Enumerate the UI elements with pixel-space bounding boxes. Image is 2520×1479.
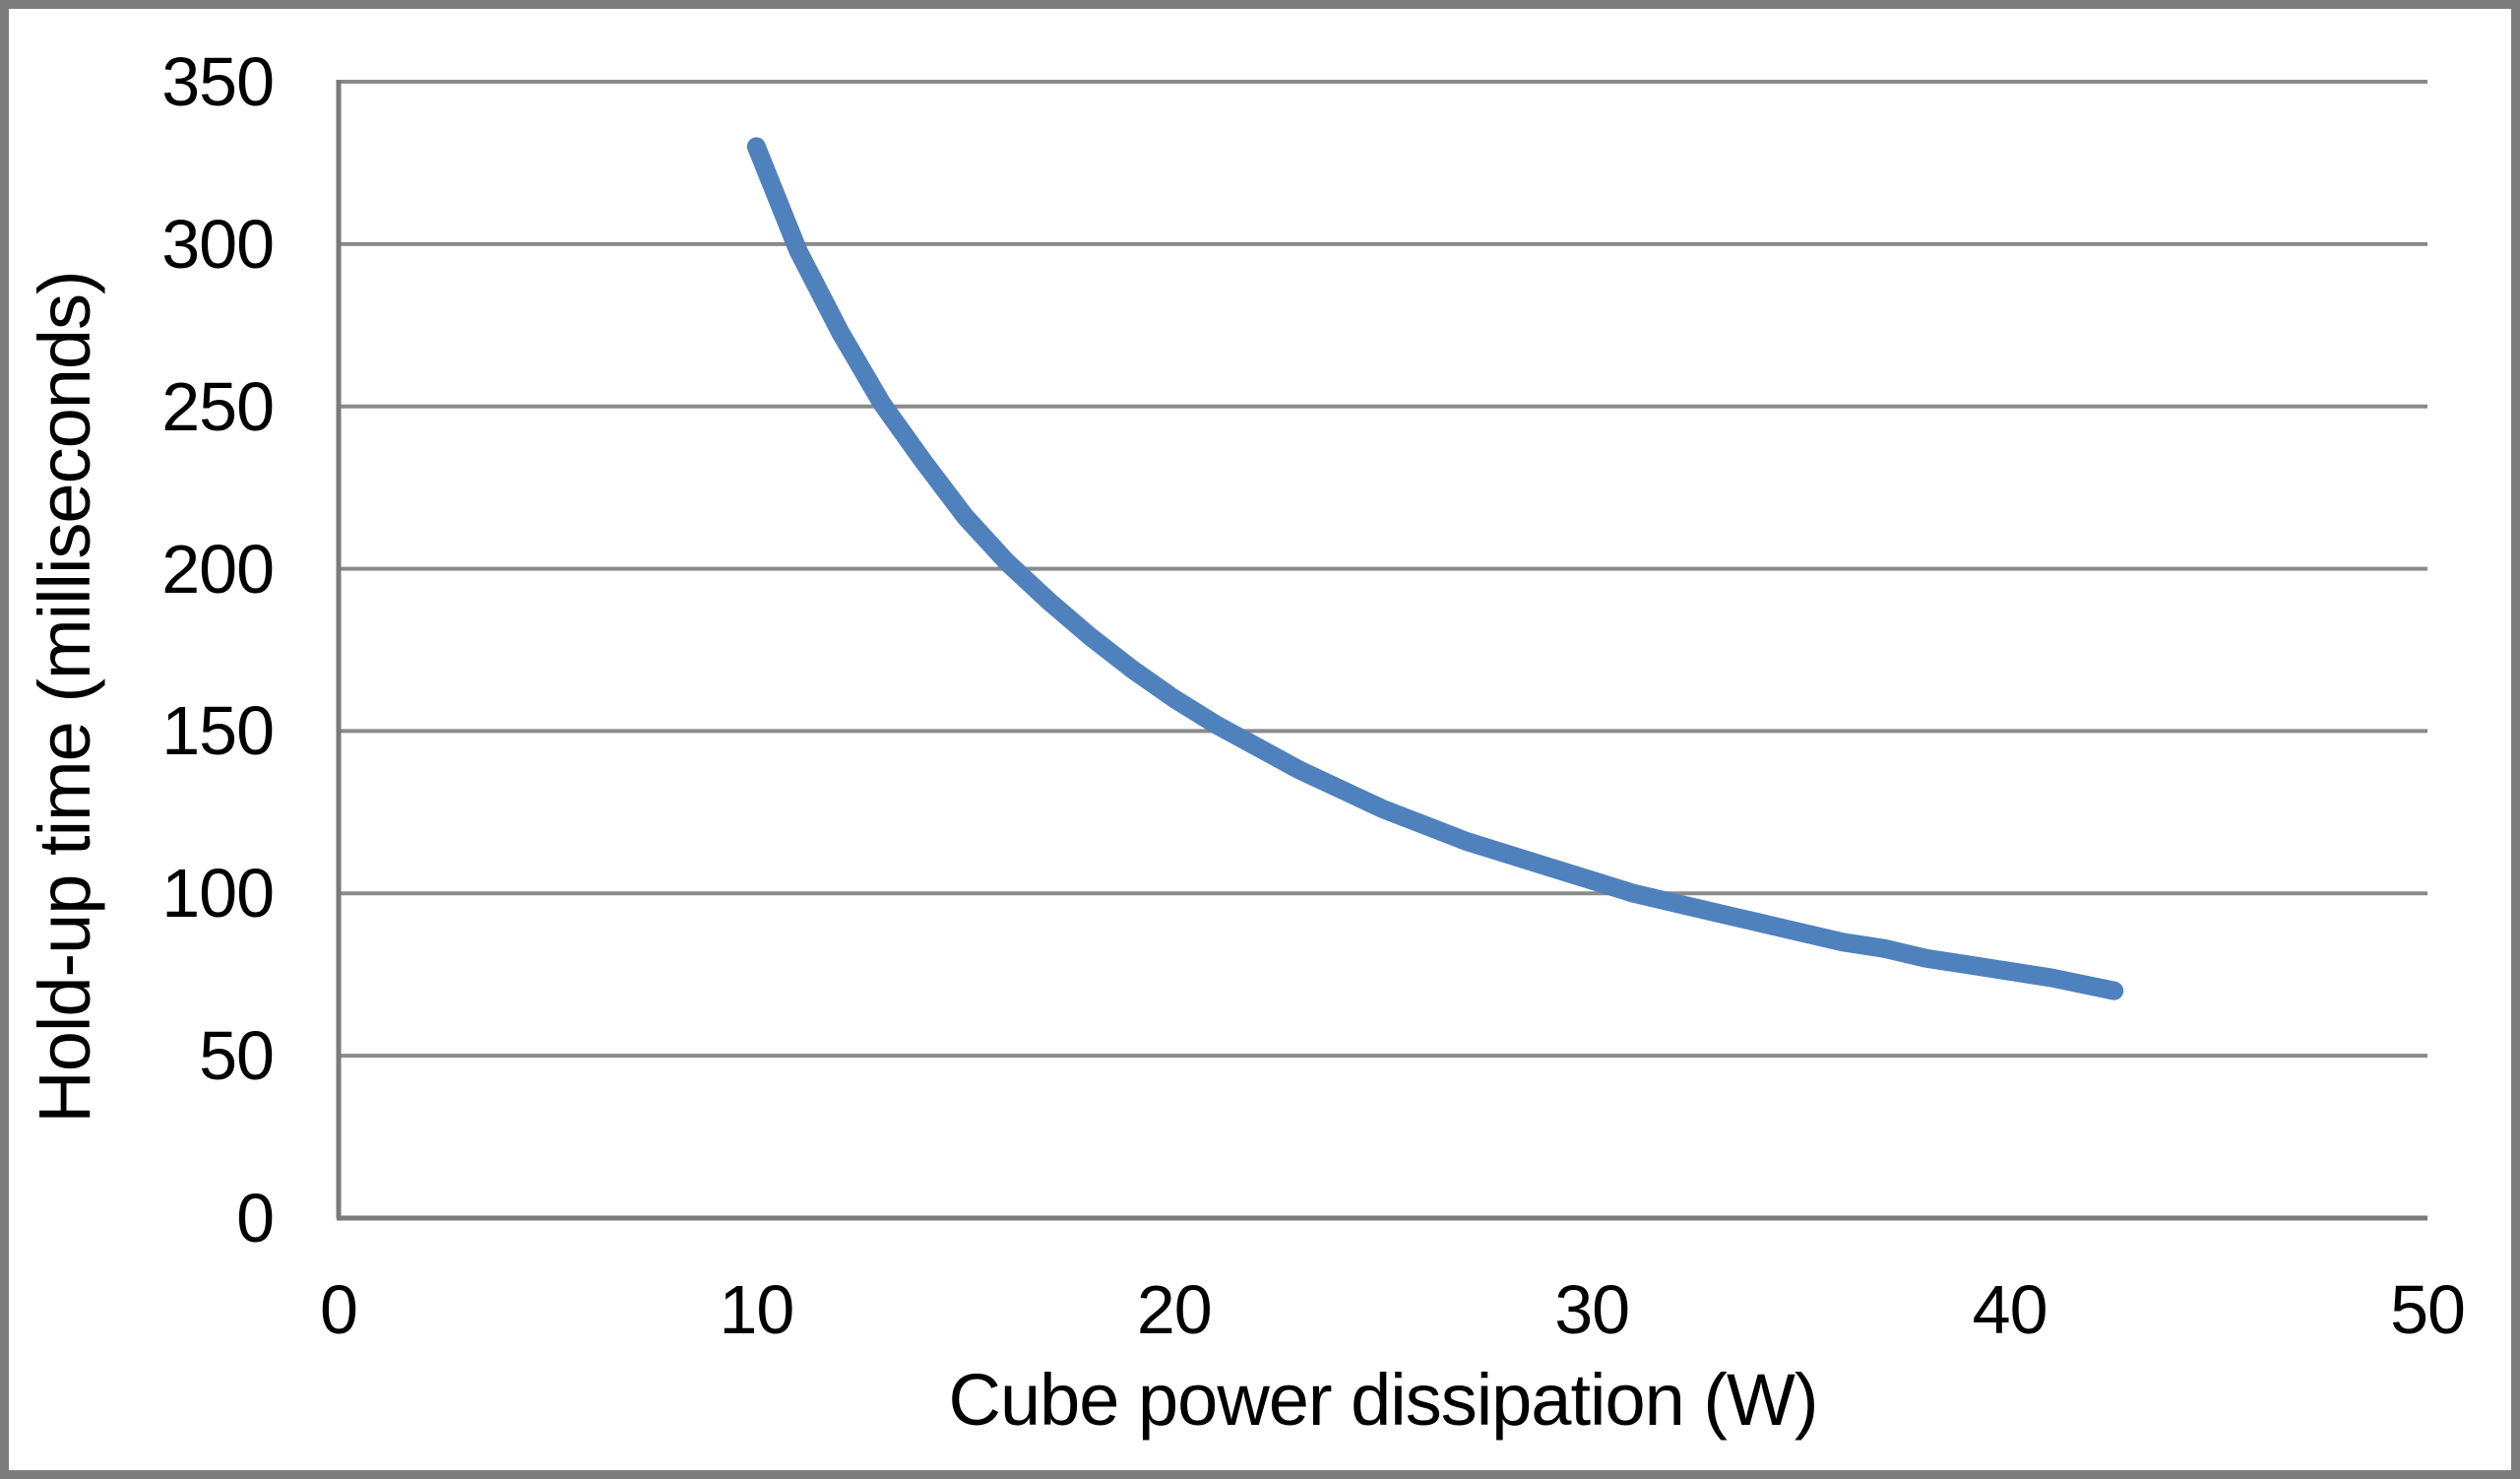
- y-tick-label-50: 50: [199, 1017, 275, 1095]
- y-tick-label-150: 150: [161, 692, 275, 770]
- y-tick-label-350: 350: [161, 43, 275, 120]
- y-tick-label-100: 100: [161, 855, 275, 932]
- y-tick-label-200: 200: [161, 530, 275, 608]
- y-tick-label-300: 300: [161, 205, 275, 283]
- y-tick-label-250: 250: [161, 367, 275, 445]
- x-tick-label-40: 40: [1972, 1271, 2048, 1348]
- axes: [336, 80, 2427, 1221]
- y-axis-title: Hold-up time (milliseconds): [24, 271, 105, 1124]
- x-tick-label-0: 0: [320, 1271, 358, 1348]
- gridlines: [339, 80, 2427, 1059]
- x-tick-label-20: 20: [1136, 1271, 1213, 1348]
- series-lines: [746, 137, 2124, 1000]
- x-tick-label-10: 10: [719, 1271, 794, 1348]
- x-tick-label-50: 50: [2390, 1271, 2466, 1348]
- holdup-time-curve: [746, 137, 2124, 1000]
- x-tick-label-30: 30: [1554, 1271, 1630, 1348]
- y-tick-label-0: 0: [236, 1180, 275, 1256]
- x-axis-title: Cube power dissipation (W): [948, 1359, 1819, 1441]
